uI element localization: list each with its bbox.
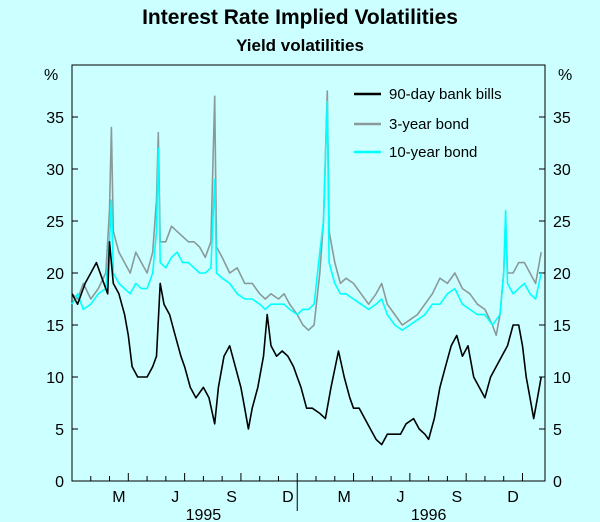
y-axis-unit-right: % — [558, 67, 572, 84]
x-tick-label: J — [171, 489, 179, 506]
x-tick-label: S — [226, 489, 237, 506]
y-tick-label-right: 10 — [553, 370, 571, 387]
series-line-2 — [71, 100, 542, 331]
x-tick-label: J — [396, 489, 404, 506]
legend-label: 90-day bank bills — [389, 86, 502, 103]
y-axis-unit-left: % — [44, 67, 58, 84]
series-line-1 — [71, 90, 542, 337]
y-tick-label-left: 15 — [46, 318, 64, 335]
x-year-label: 1995 — [186, 507, 222, 522]
x-tick-label: D — [507, 489, 519, 506]
legend-label: 3-year bond — [389, 116, 469, 133]
chart-subtitle: Yield volatilities — [236, 36, 364, 55]
y-tick-label-left: 5 — [55, 422, 64, 439]
x-tick-label: M — [112, 489, 125, 506]
x-tick-label: D — [282, 489, 294, 506]
y-tick-label-left: 10 — [46, 370, 64, 387]
legend: 90-day bank bills 3-year bond 10-year bond — [354, 86, 502, 161]
y-tick-label-right: 0 — [553, 474, 562, 491]
series-line-0 — [71, 241, 542, 446]
y-tick-label-left: 20 — [46, 266, 64, 283]
y-tick-label-left: 30 — [46, 162, 64, 179]
y-tick-label-right: 20 — [553, 266, 571, 283]
y-tick-label-right: 30 — [553, 162, 571, 179]
plot-area — [71, 64, 546, 482]
y-tick-label-left: 35 — [46, 110, 64, 127]
y-tick-label-right: 5 — [553, 422, 562, 439]
y-tick-label-right: 35 — [553, 110, 571, 127]
x-tick-label: S — [451, 489, 462, 506]
y-tick-label-right: 15 — [553, 318, 571, 335]
legend-label: 10-year bond — [389, 144, 477, 161]
y-tick-label-left: 25 — [46, 214, 64, 231]
x-year-label: 1996 — [411, 507, 447, 522]
y-tick-label-left: 0 — [55, 474, 64, 491]
x-tick-label: M — [337, 489, 350, 506]
chart-title: Interest Rate Implied Volatilities — [142, 6, 458, 29]
y-tick-label-right: 25 — [553, 214, 571, 231]
